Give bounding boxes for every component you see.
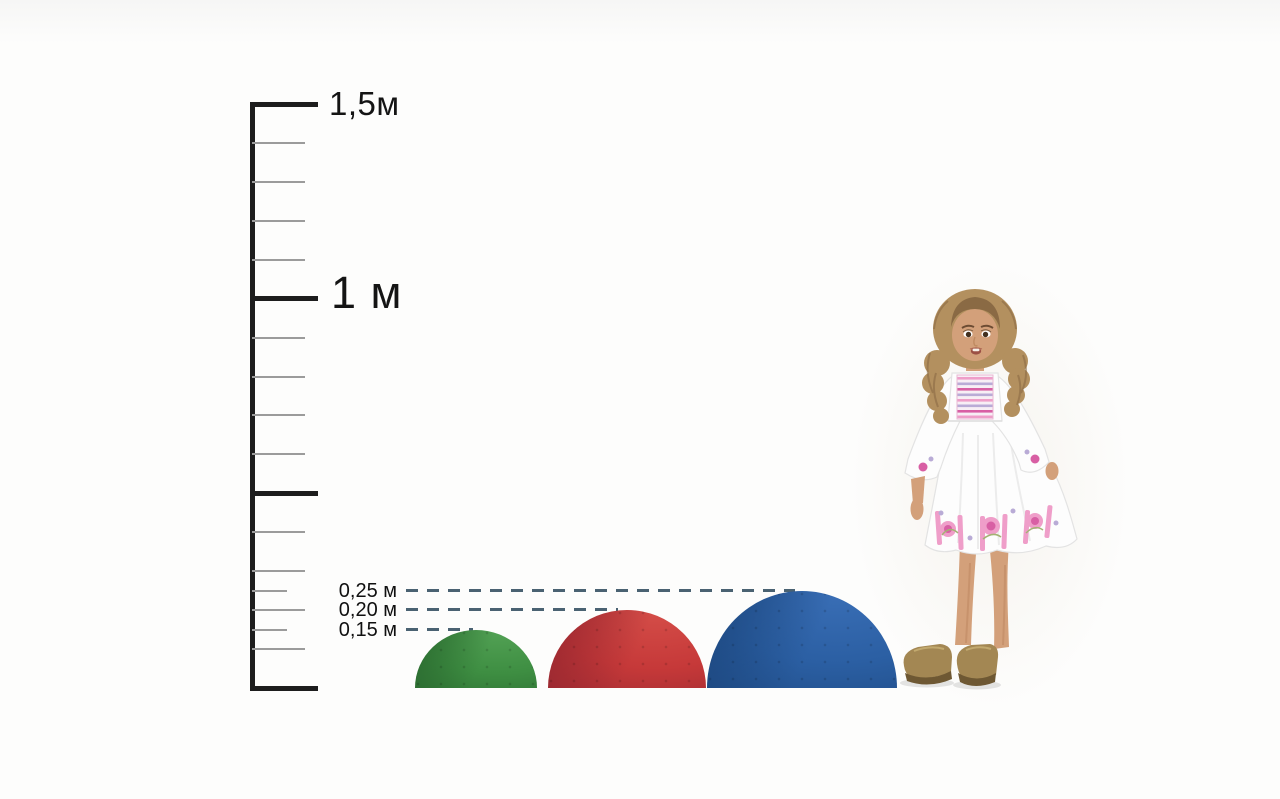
- height-dashed-line-h025: [406, 588, 795, 592]
- hem-embroidery: [934, 505, 1059, 551]
- child-photo: [900, 289, 1078, 690]
- ruler-major-tick-1.5: [250, 101, 318, 107]
- ruler-minor-tick-0.4: [252, 531, 305, 534]
- height-dashed-line-h015: [406, 627, 473, 631]
- height-label-h015: 0,15 м: [338, 618, 397, 641]
- eye-left: [965, 331, 972, 338]
- hair-fringe: [951, 297, 1000, 329]
- ruler-minor-tick-0.9: [252, 336, 305, 339]
- cuff-flower-right: [1030, 454, 1040, 464]
- ruler-major-tick-0.5: [250, 490, 318, 496]
- eyebrows: [961, 324, 994, 329]
- ruler-minor-tick-0.8: [252, 375, 305, 378]
- ruler-minor-tick-1.1: [252, 258, 305, 261]
- ruler-minor-tick-1.4: [252, 141, 305, 144]
- height-label-h020: 0,20 м: [338, 599, 397, 622]
- height-label-h025: 0,25 м: [338, 579, 397, 602]
- red-half-ball: [548, 610, 706, 688]
- ruler-short-tick-0.15: [252, 628, 287, 631]
- child-legs: [955, 541, 1009, 649]
- ruler-minor-tick-1.2: [252, 219, 305, 222]
- green-half-ball: [415, 630, 537, 688]
- child-shoe-left: [903, 644, 952, 685]
- ruler-label-1-5m: 1,5м: [329, 85, 400, 122]
- child-hands: [910, 462, 1059, 520]
- nose: [973, 336, 978, 347]
- ruler-major-tick-1: [250, 296, 318, 302]
- ruler-major-tick-0: [250, 685, 318, 691]
- cuff-flower-left: [918, 462, 928, 472]
- ruler-minor-tick-0.6: [252, 453, 305, 456]
- ruler-minor-tick-0.1: [252, 648, 305, 651]
- ruler-minor-tick-0.2: [252, 609, 305, 612]
- ruler-minor-tick-0.7: [252, 414, 305, 417]
- child-face: [951, 297, 1000, 361]
- ruler-minor-tick-1.3: [252, 180, 305, 183]
- eye-right: [982, 331, 989, 338]
- ruler-label-1m: 1 м: [331, 267, 403, 318]
- ruler-minor-tick-0.3: [252, 570, 305, 573]
- ruler-short-tick-0.25: [252, 589, 287, 592]
- ruler-vertical-line: [250, 102, 255, 690]
- child-shoe-right: [956, 644, 999, 686]
- height-dashed-line-h020: [406, 608, 618, 612]
